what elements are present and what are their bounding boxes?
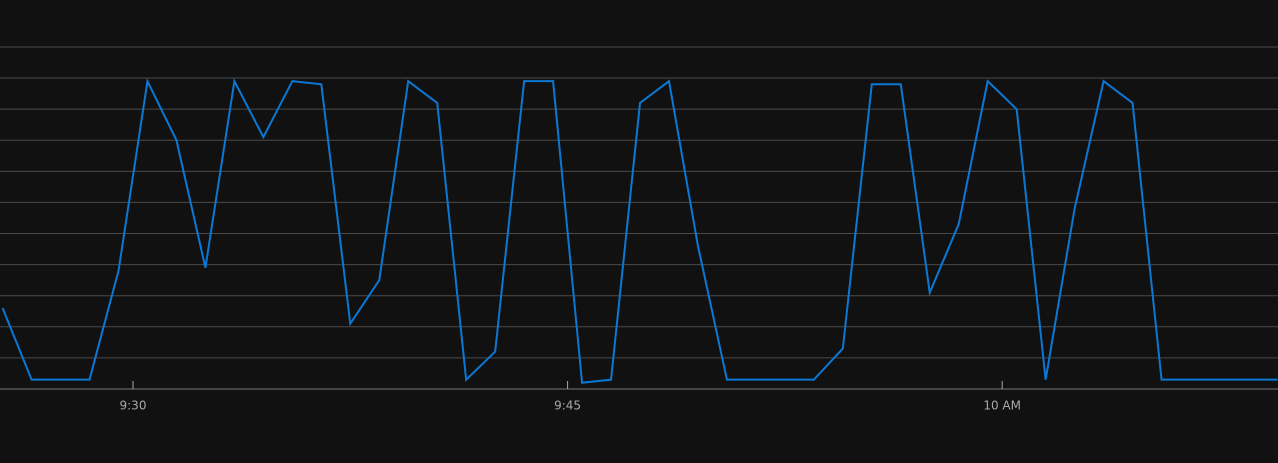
- x-tick-label: 10 AM: [983, 399, 1021, 413]
- x-tick-label: 9:30: [120, 399, 147, 413]
- x-tick-label: 9:45: [554, 399, 581, 413]
- data-line: [1, 77, 1278, 384]
